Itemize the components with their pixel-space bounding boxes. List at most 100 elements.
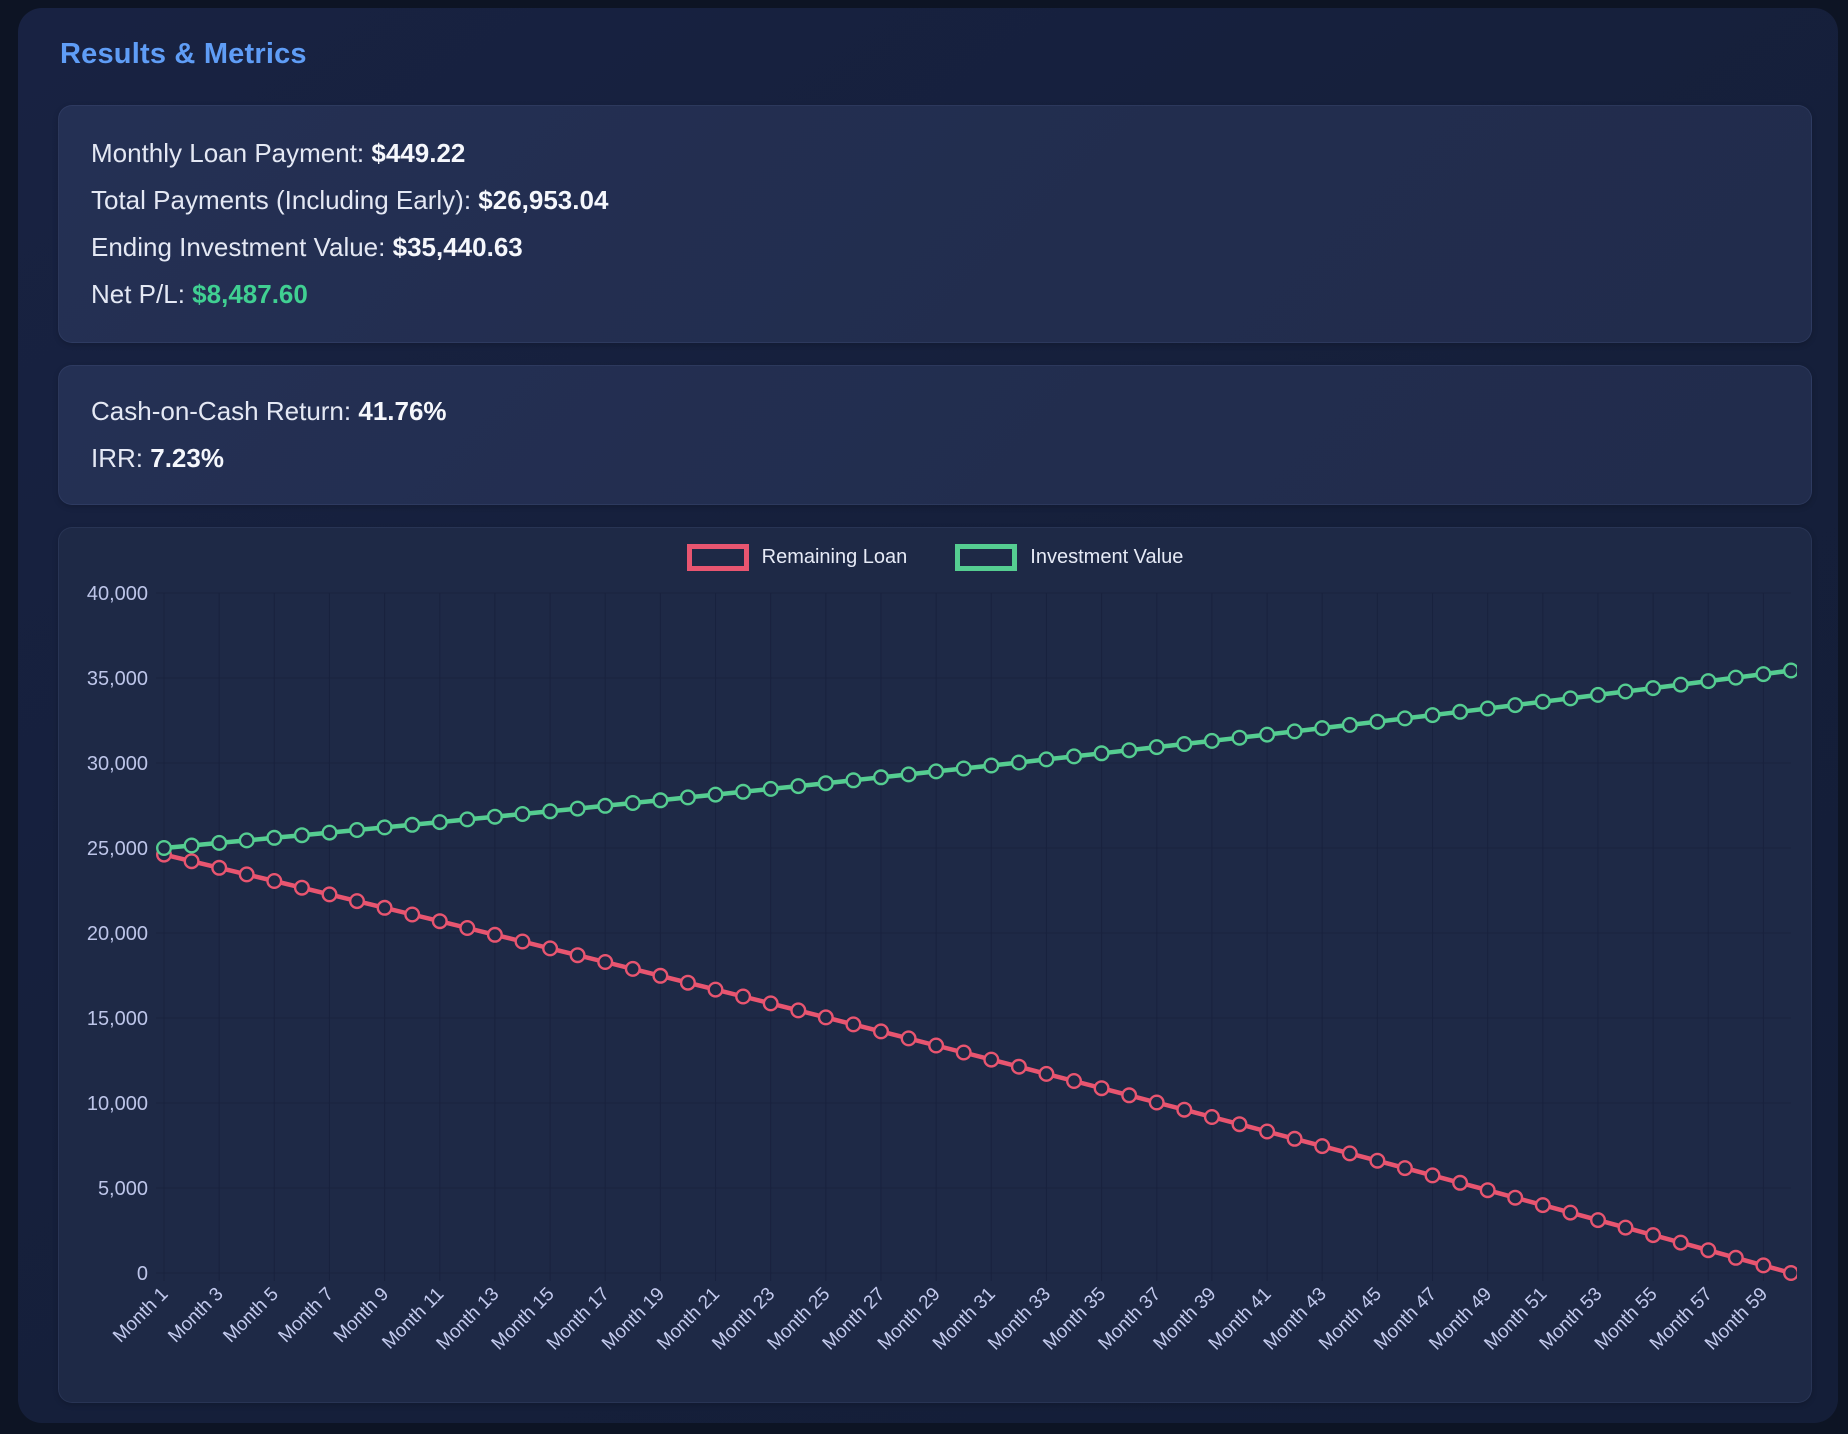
legend-item-remaining-loan[interactable]: Remaining Loan [686, 544, 908, 571]
data-point-investment-value [1286, 723, 1303, 740]
data-point-investment-value [1341, 716, 1358, 733]
metric-value: 7.23% [150, 443, 224, 473]
data-point-remaining-loan [486, 926, 503, 943]
chart-legend: Remaining Loan Investment Value [59, 544, 1811, 571]
data-point-investment-value [762, 780, 779, 797]
data-point-investment-value [1093, 745, 1110, 762]
data-point-remaining-loan [983, 1051, 1000, 1068]
primary-metrics-card: Monthly Loan Payment: $449.22 Total Paym… [58, 105, 1812, 343]
data-point-remaining-loan [955, 1044, 972, 1061]
data-point-remaining-loan [1617, 1219, 1634, 1236]
data-point-investment-value [597, 797, 614, 814]
legend-label-remaining-loan: Remaining Loan [761, 546, 908, 568]
data-point-remaining-loan [321, 886, 338, 903]
data-point-remaining-loan [1755, 1257, 1772, 1274]
legend-swatch-remaining-loan [686, 544, 749, 571]
data-point-investment-value [679, 789, 696, 806]
data-point-investment-value [431, 814, 448, 831]
data-point-remaining-loan [1534, 1197, 1551, 1214]
svg-text:0: 0 [137, 1263, 148, 1285]
data-point-remaining-loan [1396, 1160, 1413, 1177]
data-point-remaining-loan [1093, 1080, 1110, 1097]
data-point-remaining-loan [1121, 1087, 1138, 1104]
svg-text:Month 3: Month 3 [164, 1284, 227, 1347]
data-point-remaining-loan [1700, 1242, 1717, 1259]
data-point-remaining-loan [1259, 1123, 1276, 1140]
data-point-investment-value [1617, 683, 1634, 700]
svg-text:Month 7: Month 7 [275, 1284, 338, 1347]
data-point-investment-value [293, 827, 310, 844]
data-point-investment-value [1369, 713, 1386, 730]
data-point-remaining-loan [1066, 1073, 1083, 1090]
data-point-investment-value [817, 775, 834, 792]
results-metrics-panel: Results & Metrics Monthly Loan Payment: … [18, 8, 1838, 1423]
metric-label: Net P/L: [91, 279, 185, 309]
data-point-investment-value [569, 800, 586, 817]
data-point-remaining-loan [707, 981, 724, 998]
data-point-investment-value [1066, 748, 1083, 765]
data-point-remaining-loan [1783, 1265, 1797, 1281]
data-point-investment-value [1783, 662, 1797, 679]
data-point-remaining-loan [404, 906, 421, 923]
data-point-investment-value [1645, 680, 1662, 697]
data-point-investment-value [1589, 686, 1606, 703]
data-point-investment-value [183, 837, 200, 854]
metric-label: Monthly Loan Payment: [91, 138, 365, 168]
data-point-investment-value [459, 811, 476, 828]
data-point-investment-value [1672, 676, 1689, 693]
data-point-investment-value [1314, 720, 1331, 737]
data-point-remaining-loan [514, 933, 531, 950]
data-point-remaining-loan [1479, 1182, 1496, 1199]
data-point-investment-value [376, 819, 393, 836]
metric-value: $449.22 [371, 138, 466, 168]
data-point-remaining-loan [1672, 1234, 1689, 1251]
data-point-remaining-loan [928, 1037, 945, 1054]
data-point-investment-value [1203, 732, 1220, 749]
data-point-investment-value [1507, 697, 1524, 714]
data-point-remaining-loan [1507, 1189, 1524, 1206]
metric-net-pl: Net P/L: $8,487.60 [91, 271, 1779, 318]
data-point-investment-value [266, 829, 283, 846]
data-point-investment-value [1534, 693, 1551, 710]
data-point-investment-value [845, 772, 862, 789]
data-point-remaining-loan [624, 960, 641, 977]
metric-irr: IRR: 7.23% [91, 435, 1779, 482]
svg-text:10,000: 10,000 [87, 1093, 148, 1115]
data-point-remaining-loan [679, 974, 696, 991]
svg-text:15,000: 15,000 [87, 1008, 148, 1030]
data-point-investment-value [928, 763, 945, 780]
data-point-remaining-loan [1148, 1094, 1165, 1111]
data-point-remaining-loan [1645, 1227, 1662, 1244]
metric-value: 41.76% [358, 396, 447, 426]
data-point-investment-value [873, 769, 890, 786]
data-point-investment-value [155, 840, 172, 857]
data-point-remaining-loan [349, 893, 366, 910]
data-point-investment-value [1010, 754, 1027, 771]
metric-label: Ending Investment Value: [91, 232, 386, 262]
data-point-investment-value [735, 783, 752, 800]
data-point-investment-value [1700, 673, 1717, 690]
data-point-remaining-loan [817, 1009, 834, 1026]
data-point-remaining-loan [238, 866, 255, 883]
metric-cash-on-cash-return: Cash-on-Cash Return: 41.76% [91, 388, 1779, 435]
data-point-remaining-loan [597, 954, 614, 971]
data-point-remaining-loan [1010, 1058, 1027, 1075]
series-remaining-loan [155, 846, 1797, 1281]
data-point-investment-value [1176, 735, 1193, 752]
data-point-investment-value [486, 808, 503, 825]
data-point-investment-value [707, 786, 724, 803]
metric-value: $35,440.63 [392, 232, 523, 262]
data-point-remaining-loan [762, 995, 779, 1012]
data-point-remaining-loan [1424, 1167, 1441, 1184]
data-point-investment-value [1755, 666, 1772, 683]
svg-text:Month 5: Month 5 [219, 1284, 282, 1347]
metric-label: Cash-on-Cash Return: [91, 396, 352, 426]
data-point-remaining-loan [845, 1016, 862, 1033]
data-point-remaining-loan [293, 879, 310, 896]
data-point-remaining-loan [459, 920, 476, 937]
data-point-remaining-loan [183, 853, 200, 870]
metric-value-net-pl: $8,487.60 [192, 279, 308, 309]
legend-item-investment-value[interactable]: Investment Value [955, 544, 1183, 571]
data-point-investment-value [900, 766, 917, 783]
